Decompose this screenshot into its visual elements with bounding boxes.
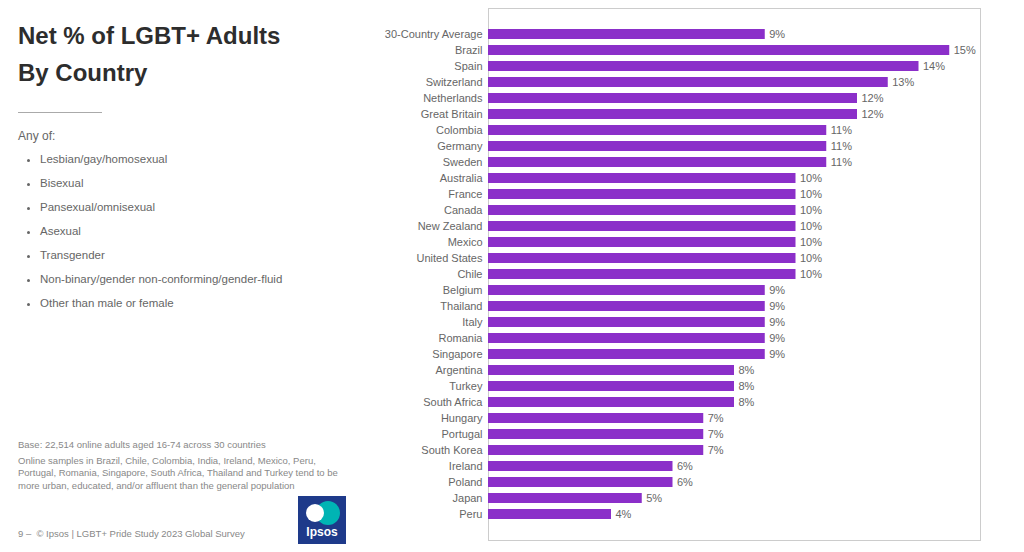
svg-text:New Zealand: New Zealand	[418, 220, 483, 232]
svg-text:Singapore: Singapore	[432, 348, 482, 360]
svg-text:Poland: Poland	[448, 476, 482, 488]
svg-text:8%: 8%	[739, 364, 755, 376]
html-text:Non-binary/gender non-conformi: Non-binary/gender non-conforming/gender-…	[40, 272, 283, 285]
svg-text:10%: 10%	[800, 220, 822, 232]
svg-text:Argentina: Argentina	[435, 364, 483, 376]
svg-text:Thailand: Thailand	[440, 300, 482, 312]
svg-text:Sweden: Sweden	[443, 156, 483, 168]
svg-text:11%: 11%	[831, 140, 852, 152]
svg-text:4%: 4%	[616, 508, 632, 520]
html-text:By Country: By Country	[18, 58, 148, 86]
svg-text:10%: 10%	[800, 268, 822, 280]
svg-text:Mexico: Mexico	[448, 236, 483, 248]
svg-text:Netherlands: Netherlands	[423, 92, 483, 104]
svg-text:Canada: Canada	[444, 204, 483, 216]
svg-text:Romania: Romania	[438, 332, 483, 344]
svg-text:Turkey: Turkey	[449, 380, 483, 392]
html-text:Asexual: Asexual	[40, 224, 81, 237]
svg-text:9%: 9%	[769, 300, 785, 312]
svg-text:Belgium: Belgium	[443, 284, 483, 296]
svg-text:France: France	[448, 188, 482, 200]
svg-text:10%: 10%	[800, 252, 822, 264]
html-text:Ipsos: Ipsos	[306, 525, 338, 539]
svg-text:10%: 10%	[800, 204, 822, 216]
svg-text:Brazil: Brazil	[455, 44, 483, 56]
html-text:Net % of LGBT+ Adults: Net % of LGBT+ Adults	[18, 22, 281, 49]
html-text:Bisexual: Bisexual	[40, 176, 84, 189]
svg-text:8%: 8%	[739, 380, 755, 392]
svg-text:11%: 11%	[831, 124, 852, 136]
svg-text:7%: 7%	[708, 444, 724, 456]
svg-text:Colombia: Colombia	[436, 124, 483, 136]
svg-text:Peru: Peru	[459, 508, 482, 520]
svg-text:15%: 15%	[954, 44, 976, 56]
svg-text:6%: 6%	[677, 460, 693, 472]
html-text:Other than male or female: Other than male or female	[40, 296, 174, 309]
html-text:Online samples in Brazil, Chil: Online samples in Brazil, Chile, Colombi…	[18, 455, 341, 491]
svg-text:6%: 6%	[677, 476, 693, 488]
svg-text:Hungary: Hungary	[441, 412, 483, 424]
svg-text:Switzerland: Switzerland	[426, 76, 483, 88]
svg-text:Great Britain: Great Britain	[421, 108, 483, 120]
svg-text:9%: 9%	[769, 316, 785, 328]
svg-text:14%: 14%	[923, 60, 945, 72]
html-text:Transgender: Transgender	[40, 248, 105, 261]
svg-text:7%: 7%	[708, 412, 724, 424]
svg-text:Portugal: Portugal	[442, 428, 483, 440]
svg-text:United States: United States	[416, 252, 483, 264]
svg-text:10%: 10%	[800, 188, 822, 200]
svg-text:9%: 9%	[769, 332, 785, 344]
html-text:Base: 22,514 online adults age: Base: 22,514 online adults aged 16-74 ac…	[18, 438, 266, 450]
svg-text:30-Country Average: 30-Country Average	[385, 28, 483, 40]
svg-text:Ireland: Ireland	[449, 460, 483, 472]
svg-text:Japan: Japan	[453, 492, 483, 504]
svg-text:8%: 8%	[739, 396, 755, 408]
svg-text:11%: 11%	[831, 156, 852, 168]
svg-text:Germany: Germany	[437, 140, 483, 152]
svg-text:12%: 12%	[862, 92, 884, 104]
svg-text:13%: 13%	[892, 76, 914, 88]
svg-text:9%: 9%	[769, 284, 785, 296]
svg-text:South Africa: South Africa	[423, 396, 483, 408]
html-text:Lesbian/gay/homosexual: Lesbian/gay/homosexual	[40, 152, 168, 165]
svg-text:10%: 10%	[800, 172, 822, 184]
svg-text:Chile: Chile	[457, 268, 482, 280]
svg-text:12%: 12%	[862, 108, 884, 120]
svg-text:9%: 9%	[769, 28, 785, 40]
svg-text:10%: 10%	[800, 236, 822, 248]
svg-text:5%: 5%	[646, 492, 662, 504]
svg-text:7%: 7%	[708, 428, 724, 440]
svg-text:9%: 9%	[769, 348, 785, 360]
svg-text:Italy: Italy	[462, 316, 483, 328]
svg-text:Australia: Australia	[440, 172, 484, 184]
svg-text:South Korea: South Korea	[421, 444, 483, 456]
html-text:Any of:: Any of:	[18, 128, 56, 143]
svg-text:Spain: Spain	[454, 60, 482, 72]
html-text:9 – © Ipsos | LGBT+ Pride Stud: 9 – © Ipsos | LGBT+ Pride Study 2023 Glo…	[18, 527, 245, 539]
html-text:Pansexual/omnisexual: Pansexual/omnisexual	[40, 200, 156, 213]
